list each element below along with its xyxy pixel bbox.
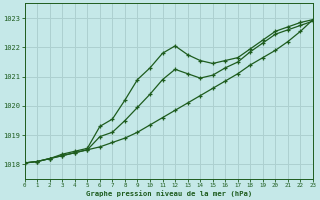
X-axis label: Graphe pression niveau de la mer (hPa): Graphe pression niveau de la mer (hPa)	[86, 190, 252, 197]
